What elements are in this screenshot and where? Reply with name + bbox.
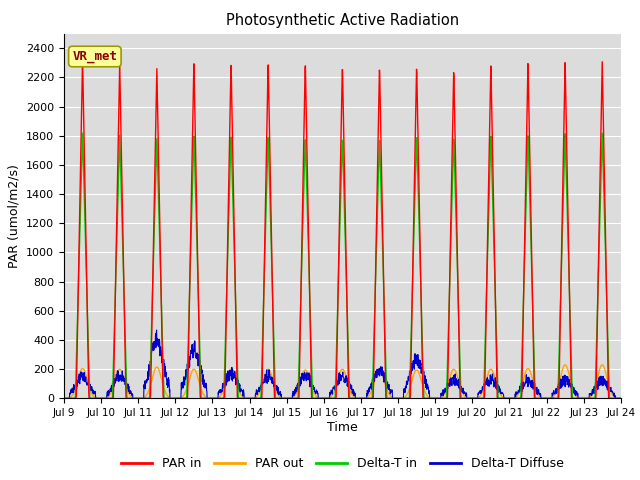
Y-axis label: PAR (umol/m2/s): PAR (umol/m2/s) (8, 164, 20, 268)
X-axis label: Time: Time (327, 421, 358, 434)
Title: Photosynthetic Active Radiation: Photosynthetic Active Radiation (226, 13, 459, 28)
Text: VR_met: VR_met (72, 50, 117, 63)
Legend: PAR in, PAR out, Delta-T in, Delta-T Diffuse: PAR in, PAR out, Delta-T in, Delta-T Dif… (116, 452, 569, 475)
